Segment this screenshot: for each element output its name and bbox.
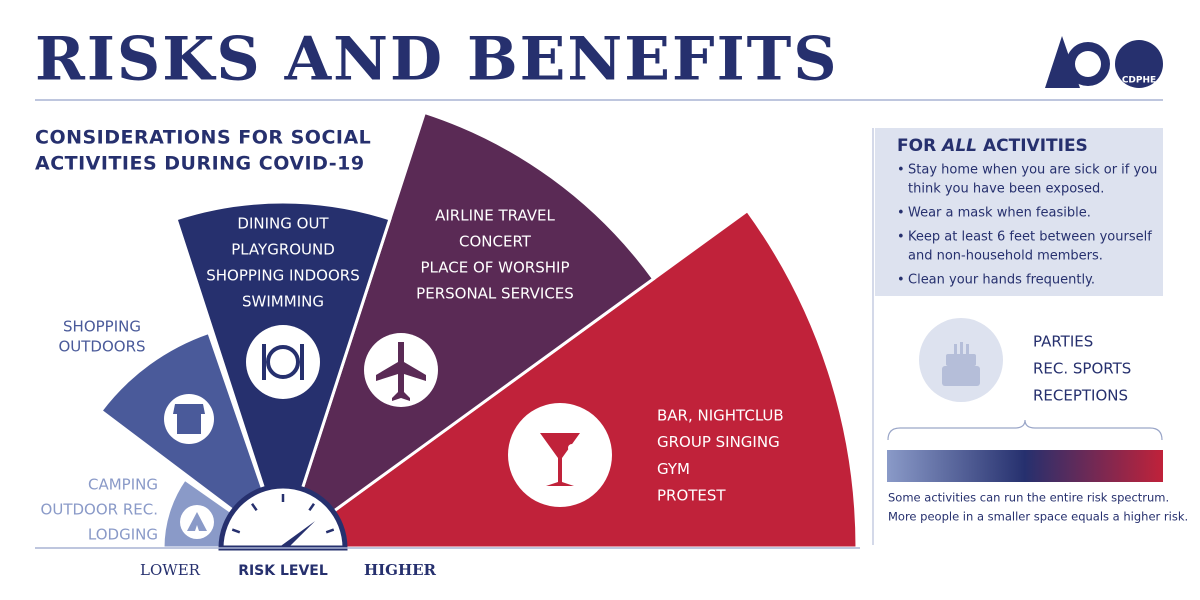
spectrum-activity: PARTIES <box>1033 333 1093 351</box>
segment-label: SHOPPING <box>63 318 141 336</box>
bullet-text: think you have been exposed. <box>908 182 1104 197</box>
segment-label: AIRLINE TRAVEL <box>435 207 555 225</box>
bullet-list: • Stay home when you are sick or if youth… <box>897 163 1157 288</box>
spectrum-activity: RECEPTIONS <box>1033 387 1128 405</box>
scale-higher: HIGHER <box>364 561 437 579</box>
olive <box>568 444 576 452</box>
bullet-dot: • <box>897 273 905 288</box>
gauge-tick <box>325 528 335 534</box>
segment-label: GROUP SINGING <box>657 433 780 451</box>
title-part: ALL <box>940 136 977 156</box>
bullet-dot: • <box>897 230 905 245</box>
title-part: FOR <box>897 136 936 156</box>
all-activities-title: FOR ALL ACTIVITIES <box>897 136 1088 156</box>
bullet-dot: • <box>897 206 905 221</box>
knife <box>300 344 304 380</box>
segment-label: BAR, NIGHTCLUB <box>657 407 784 425</box>
segment-label: OUTDOORS <box>58 338 145 356</box>
plate <box>266 345 300 379</box>
segment-label: PLAYGROUND <box>231 241 335 259</box>
cake-icon <box>919 318 1003 402</box>
gauge-tick <box>308 503 315 512</box>
bullet-text: Stay home when you are sick or if you <box>908 163 1157 178</box>
activity-icon <box>246 325 320 399</box>
logo: CDPHE <box>1045 36 1163 88</box>
title-part: ACTIVITIES <box>983 136 1088 156</box>
risk-wedge <box>278 208 859 550</box>
logo-text: CDPHE <box>1122 76 1156 86</box>
risk-spectrum-bar <box>887 450 1163 482</box>
activity-icon <box>180 505 214 539</box>
segment-label: LODGING <box>88 526 158 544</box>
scale-label: RISK LEVEL <box>238 563 328 579</box>
segment-label: GYM <box>657 460 690 478</box>
bullet-text: Keep at least 6 feet between yourself <box>908 230 1152 245</box>
page-title: RISKS AND BENEFITS <box>35 25 839 95</box>
plane <box>376 342 426 401</box>
store-body <box>177 414 201 434</box>
risk-wedge <box>280 110 656 552</box>
activity-icon <box>364 333 438 407</box>
bullet-text: Clean your hands frequently. <box>908 273 1095 288</box>
activity-icon <box>164 394 214 444</box>
subtitle-line: ACTIVITIES DURING COVID-19 <box>35 153 365 175</box>
store-awning <box>173 404 205 414</box>
segment-label: SWIMMING <box>242 293 324 311</box>
all-activities-box <box>875 128 1163 296</box>
segment-label: SHOPPING INDOORS <box>206 267 360 285</box>
segment-label: PLACE OF WORSHIP <box>421 259 570 277</box>
spectrum-activities: PARTIES REC. SPORTS RECEPTIONS <box>1033 333 1131 405</box>
gauge-needle <box>278 521 316 548</box>
spectrum-activity: REC. SPORTS <box>1033 360 1131 378</box>
bullet-dot: • <box>897 163 905 178</box>
activity-icon <box>508 403 612 507</box>
fork <box>262 344 266 380</box>
gauge <box>218 483 348 551</box>
spectrum-note: Some activities can run the entire risk … <box>888 491 1169 505</box>
spectrum-note: More people in a smaller space equals a … <box>888 510 1188 524</box>
tent <box>187 512 207 531</box>
icon-circle <box>246 325 320 399</box>
brace <box>887 419 1163 441</box>
gauge-tick <box>231 528 241 534</box>
segment-label: CONCERT <box>459 233 532 251</box>
bullet-text: and non-household members. <box>908 249 1103 264</box>
risk-fan: CAMPING OUTDOOR REC. LODGING SHOPPING OUTDOO… <box>41 110 859 553</box>
segment-label: PERSONAL SERVICES <box>416 285 574 303</box>
gauge-tick <box>251 503 258 512</box>
bullet-text: Wear a mask when feasible. <box>908 206 1091 221</box>
segment-label: OUTDOOR REC. <box>41 501 158 519</box>
segment-label: DINING OUT <box>237 215 329 233</box>
segment-label: CAMPING <box>88 476 158 494</box>
subtitle-line: CONSIDERATIONS FOR SOCIAL <box>35 127 371 149</box>
segment-label: PROTEST <box>657 487 726 505</box>
scale-lower: LOWER <box>140 561 201 579</box>
